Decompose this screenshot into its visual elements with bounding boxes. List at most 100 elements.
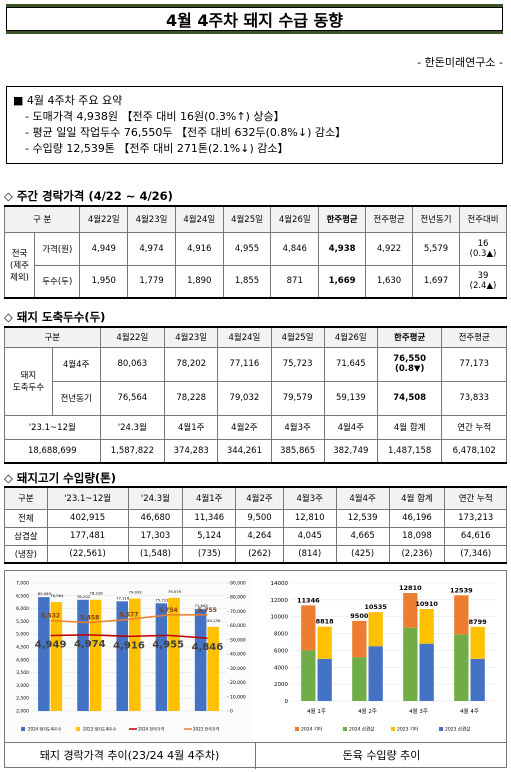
bar — [77, 599, 89, 711]
cell: 4,938 — [318, 231, 367, 266]
line-label: 4,916 — [113, 640, 145, 651]
header-cell: 전주평균 — [365, 205, 414, 233]
cell: 1,630 — [365, 264, 414, 299]
cell: 59,139 — [323, 380, 378, 416]
header-cell: 4월26일 — [323, 326, 378, 348]
row-group: 돼지 도축두수 — [4, 346, 53, 416]
header-cell: 4월25일 — [222, 205, 272, 233]
header-cell: 4월25일 — [270, 326, 325, 348]
header-cell: 4월 합계 — [376, 414, 443, 440]
total-label: 8818 — [316, 618, 335, 626]
line-label: 5,532 — [41, 613, 60, 620]
header-cell: 전주대비 — [458, 205, 508, 233]
cell: 76,564 — [99, 380, 166, 416]
cell: 4,665 — [335, 526, 390, 546]
cell: 전체 — [4, 508, 48, 528]
bar-segment — [317, 626, 332, 659]
chart: 2,000 2,500 3,000 3,500 4,000 4,500 5,000 5,500… — [7, 573, 253, 741]
legend-swatch — [76, 727, 80, 731]
cell: 4,264 — [235, 526, 284, 546]
line — [50, 614, 208, 624]
title-box: 4월 4주차 돼지 수급 동향 — [6, 4, 503, 34]
bar — [207, 626, 219, 711]
header-cell: 한주평균 — [376, 326, 443, 348]
header-cell: 4월24일 — [174, 205, 224, 233]
header-cell: '24.3월 — [127, 486, 184, 510]
header-cell: 4월1주 — [164, 414, 219, 440]
summary-item: - 수입량 12,539톤 【전주 대비 271톤(2.1%↓) 감소】 — [25, 142, 289, 155]
cell: 9,500 — [235, 508, 284, 528]
cell: 385,865 — [270, 438, 325, 464]
legend-swatch — [295, 727, 299, 731]
bar-label: 76,564 — [50, 593, 64, 598]
y2-tick-label: 70,000 — [230, 609, 246, 615]
y-tick-label: 2000 — [274, 682, 288, 688]
total-label: 10535 — [364, 603, 387, 611]
y-tick-label: 3,000 — [16, 683, 29, 689]
line-label: 5,458 — [80, 614, 99, 621]
cell: 4,974 — [127, 231, 176, 266]
y-tick-label: 10000 — [271, 615, 289, 621]
bar-segment — [403, 627, 418, 701]
cell: 삼겹살 — [4, 526, 48, 546]
cell: 75,723 — [270, 346, 325, 382]
cell: 가격(원) — [34, 231, 81, 266]
cell: 76,550 (0.8▼) — [376, 346, 443, 382]
cell: 4,916 — [174, 231, 224, 266]
y-tick-label: 14000 — [271, 581, 289, 587]
section-heading: ◇ 돼지고기 수입량(톤) — [4, 471, 117, 485]
header-cell: 4월4주 — [323, 414, 378, 440]
line-label: 5,754 — [159, 607, 178, 614]
bar-segment — [352, 657, 367, 701]
cell: 4,846 — [270, 231, 320, 266]
header-cell: 전년동기 — [412, 205, 460, 233]
header-cell: 4월1주 — [182, 486, 237, 510]
cell: 6,478,102 — [441, 438, 507, 464]
cell: (735) — [182, 544, 237, 564]
y2-tick-label: 60,000 — [230, 623, 246, 629]
bar — [155, 603, 168, 711]
summary-item: - 도매가격 4,938원 【전주 대비 16원(0.3%↑) 상승】 — [25, 110, 285, 123]
bar-label: 71,645 — [194, 603, 208, 608]
header-cell: 구분 — [4, 486, 48, 510]
cell: 5,579 — [412, 231, 460, 266]
chart-caption: 돼지 경락가격 추이(23/24 4월 4주차) — [4, 742, 256, 769]
cell: 74,508 — [376, 380, 443, 416]
header-cell: 4월22일 — [99, 326, 166, 348]
y-tick-label: 12000 — [271, 598, 289, 604]
cell: 전년동기 — [51, 380, 101, 416]
bar-segment — [470, 626, 485, 659]
cell: (22,561) — [46, 544, 129, 564]
header-cell: 한주평균 — [318, 205, 367, 233]
row-group: 전국 (제주 제외) — [3, 231, 36, 299]
legend-label: 2023 삼겹살 — [445, 726, 470, 733]
cell: 46,196 — [388, 508, 446, 528]
bar-segment — [454, 595, 469, 635]
header-cell: '23.1~12월 — [46, 486, 129, 510]
total-label: 10910 — [415, 600, 438, 608]
cell: 79,032 — [217, 380, 272, 416]
cell: 12,810 — [282, 508, 337, 528]
cell: 871 — [270, 264, 320, 299]
y2-tick-label: 90,000 — [230, 581, 246, 587]
cell: 1,890 — [174, 264, 224, 299]
cell: 344,261 — [217, 438, 272, 464]
legend-label: 2024 돼지도축두수 — [28, 726, 62, 732]
table-row: 전체 402,915 46,680 11,346 9,500 12,810 12,539 46… — [4, 508, 507, 528]
bar-segment — [301, 605, 316, 651]
y-tick-label: 0 — [285, 699, 289, 705]
y-tick-label: 4,000 — [16, 657, 29, 663]
chart-caption: 돈육 수입량 추이 — [256, 742, 507, 769]
bar-label: 78,228 — [89, 591, 103, 596]
cell: 17,303 — [127, 526, 184, 546]
y-tick-label: 3,500 — [16, 670, 29, 676]
header-cell: 4월3주 — [282, 486, 337, 510]
bar-label: 75,723 — [155, 597, 169, 602]
cell: 18,098 — [388, 526, 446, 546]
cell: 374,283 — [164, 438, 219, 464]
bar-label: 80,063 — [38, 591, 52, 596]
header-cell: 4월23일 — [164, 326, 219, 348]
line-label: 4,846 — [192, 642, 224, 653]
bar — [116, 601, 128, 711]
